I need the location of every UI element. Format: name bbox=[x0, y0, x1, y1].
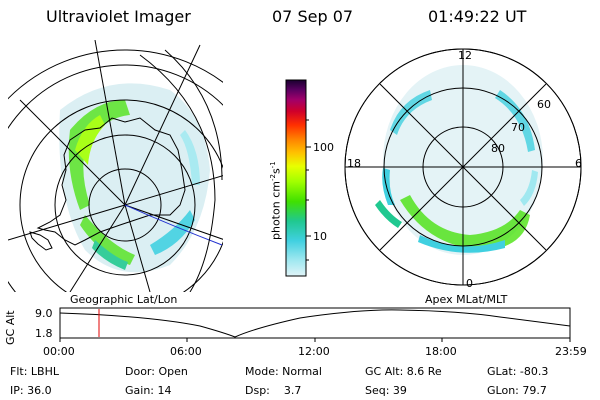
apex-caption: Apex MLat/MLT bbox=[425, 293, 508, 306]
status-seq: Seq: 39 bbox=[365, 384, 407, 397]
status-gc-alt: GC Alt: 8.6 Re bbox=[365, 365, 442, 378]
time-tick-2: 12:00 bbox=[298, 345, 330, 358]
mlt-12-label: 12 bbox=[458, 49, 472, 62]
colorbar-unit-label: photon cm-2s-1 bbox=[269, 161, 283, 240]
time-tick-3: 18:00 bbox=[425, 345, 457, 358]
alt-ylabel: GC Alt bbox=[4, 310, 17, 345]
colorbar-tick-100: 100 bbox=[313, 141, 334, 154]
status-mode: Mode: Normal bbox=[245, 365, 322, 378]
time-tick-1: 06:00 bbox=[170, 345, 202, 358]
time-tick-0: 00:00 bbox=[43, 345, 75, 358]
date-label: 07 Sep 07 bbox=[272, 7, 354, 26]
colorbar bbox=[285, 79, 307, 277]
geographic-map bbox=[8, 40, 223, 292]
mlt-18-label: 18 bbox=[347, 157, 361, 170]
left-emission bbox=[59, 83, 211, 273]
mlt-6-label: 6 bbox=[575, 157, 582, 170]
colorbar-tick-10: 10 bbox=[313, 230, 327, 243]
alt-tick-hi: 9.0 bbox=[35, 307, 53, 320]
status-ip: IP: 36.0 bbox=[10, 384, 52, 397]
status-filter: Flt: LBHL bbox=[10, 365, 59, 378]
apex-map bbox=[344, 48, 582, 286]
status-glon: GLon: 79.7 bbox=[487, 384, 547, 397]
instrument-title: Ultraviolet Imager bbox=[46, 7, 191, 26]
status-dsp: Dsp: 3.7 bbox=[245, 384, 302, 397]
status-gain: Gain: 14 bbox=[125, 384, 172, 397]
status-glat: GLat: -80.3 bbox=[487, 365, 549, 378]
alt-tick-lo: 1.8 bbox=[35, 327, 53, 340]
mlat-70-label: 70 bbox=[511, 121, 525, 134]
mlat-80-label: 80 bbox=[491, 142, 505, 155]
status-door: Door: Open bbox=[125, 365, 188, 378]
mlat-60-label: 60 bbox=[537, 98, 551, 111]
time-tick-4: 23:59 bbox=[555, 345, 587, 358]
geographic-caption: Geographic Lat/Lon bbox=[70, 293, 178, 306]
altitude-plot bbox=[59, 307, 571, 342]
time-label: 01:49:22 UT bbox=[428, 7, 527, 26]
mlt-0-label: 0 bbox=[466, 277, 473, 290]
colorbar-ticks bbox=[306, 119, 311, 261]
